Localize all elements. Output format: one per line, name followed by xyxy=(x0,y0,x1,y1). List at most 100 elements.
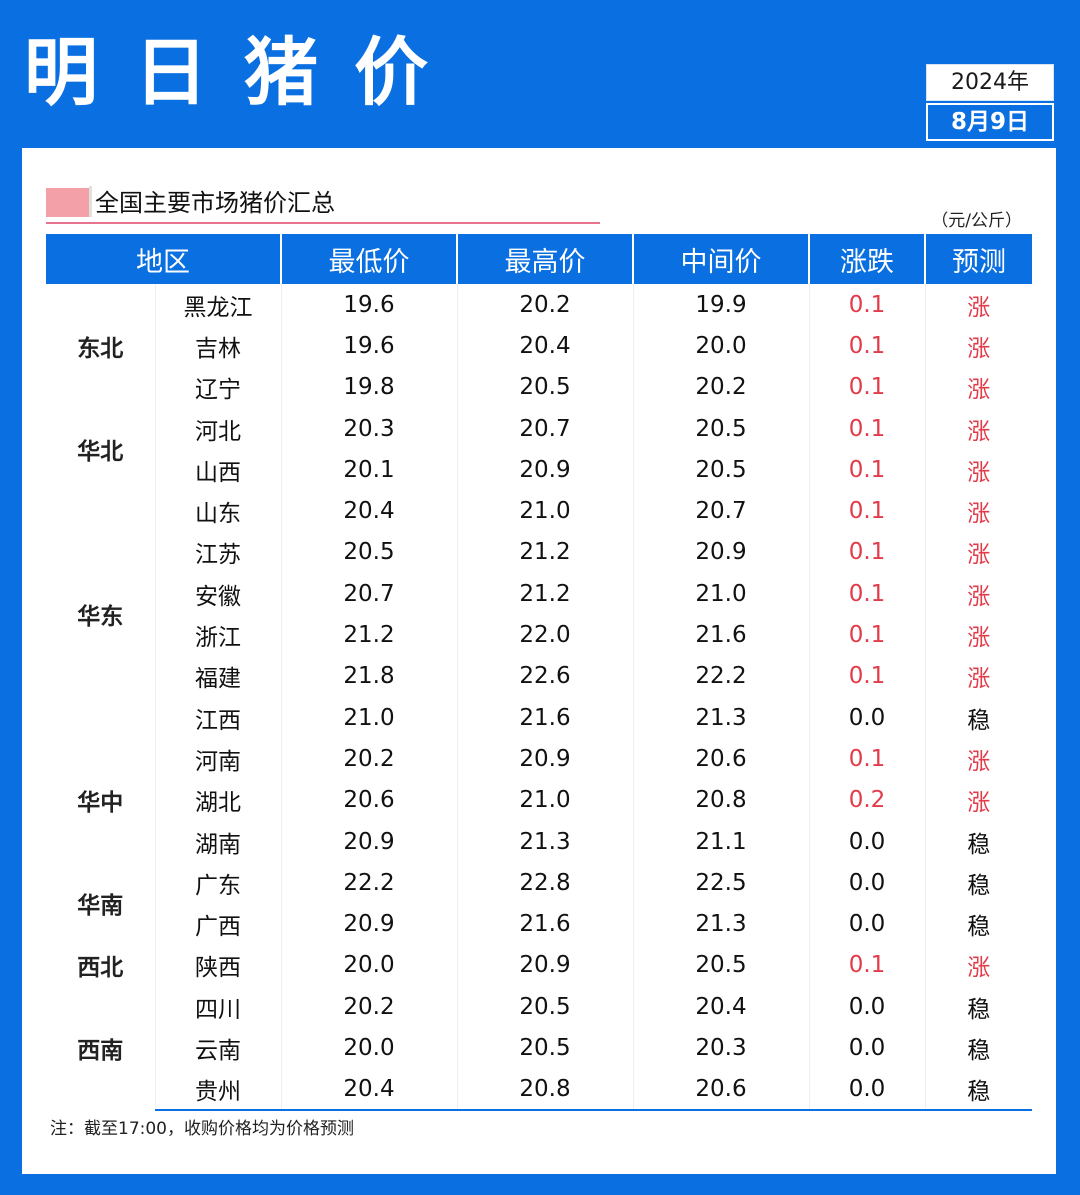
region-cell: 华南 xyxy=(46,862,156,945)
change-cell: 0.0 xyxy=(809,1068,926,1111)
unit-label: （元/公斤） xyxy=(931,211,1022,231)
mid-price-cell: 19.9 xyxy=(633,284,810,326)
forecast-cell: 涨 xyxy=(967,666,991,693)
table-row: 江苏 20.5 21.2 20.9 0.1 涨 xyxy=(46,531,1032,574)
province-cell: 黑龙江 xyxy=(155,284,282,326)
low-price-cell: 19.6 xyxy=(281,325,458,367)
low-price-cell: 20.0 xyxy=(281,944,458,987)
date-box: 2024年 8月9日 xyxy=(926,64,1054,141)
low-price-cell: 22.2 xyxy=(281,862,458,904)
header-forecast: 预测 xyxy=(925,234,1032,284)
mid-price-cell: 20.6 xyxy=(633,1068,810,1111)
price-table: 地区 最低价 最高价 中间价 涨跌 预测 东北 黑龙江 19.6 20.2 19.9 0.… xyxy=(46,234,1032,1111)
low-price-cell: 20.9 xyxy=(281,903,458,945)
table-body: 东北 黑龙江 19.6 20.2 19.9 0.1 涨吉林 19.6 20.4 20.0 0.1 涨辽… xyxy=(46,284,1032,1111)
change-cell: 0.0 xyxy=(809,696,926,739)
low-price-cell: 20.7 xyxy=(281,573,458,615)
forecast-cell: 稳 xyxy=(967,707,991,734)
change-cell: 0.1 xyxy=(809,738,926,780)
change-cell: 0.2 xyxy=(809,779,926,821)
high-price-cell: 21.0 xyxy=(457,490,634,532)
low-price-cell: 21.8 xyxy=(281,655,458,697)
change-cell: 0.0 xyxy=(809,1027,926,1069)
province-cell: 安徽 xyxy=(155,573,282,615)
table-row: 安徽 20.7 21.2 21.0 0.1 涨 xyxy=(46,573,1032,615)
low-price-cell: 20.3 xyxy=(281,407,458,450)
high-price-cell: 22.8 xyxy=(457,862,634,904)
table-row: 东北 黑龙江 19.6 20.2 19.9 0.1 涨 xyxy=(46,284,1032,408)
change-cell: 0.0 xyxy=(809,862,926,904)
high-price-cell: 20.4 xyxy=(457,325,634,367)
page-title: 明日猪价 xyxy=(24,28,464,118)
mid-price-cell: 22.2 xyxy=(633,655,810,697)
change-cell: 0.1 xyxy=(809,573,926,615)
low-price-cell: 20.1 xyxy=(281,449,458,491)
mid-price-cell: 20.3 xyxy=(633,1027,810,1069)
high-price-cell: 21.6 xyxy=(457,696,634,739)
high-price-cell: 22.6 xyxy=(457,655,634,697)
table-row: 西北 陕西 20.0 20.9 20.5 0.1 涨 xyxy=(46,944,1032,987)
header-region: 地区 xyxy=(46,234,282,284)
province-cell: 湖北 xyxy=(155,779,282,821)
high-price-cell: 20.8 xyxy=(457,1068,634,1111)
mid-price-cell: 21.1 xyxy=(633,820,810,863)
low-price-cell: 20.2 xyxy=(281,738,458,780)
table-row: 西南 四川 20.2 20.5 20.4 0.0 稳 xyxy=(46,986,1032,1110)
low-price-cell: 21.0 xyxy=(281,696,458,739)
content-card: 全国主要市场猪价汇总 （元/公斤） 地区 最低价 最高价 中间价 涨跌 预测 东… xyxy=(22,148,1056,1174)
mid-price-cell: 20.5 xyxy=(633,407,810,450)
change-cell: 0.1 xyxy=(809,407,926,450)
province-cell: 贵州 xyxy=(155,1068,282,1111)
table-row: 贵州 20.4 20.8 20.6 0.0 稳 xyxy=(46,1068,1032,1111)
forecast-cell: 涨 xyxy=(967,955,991,982)
forecast-cell: 稳 xyxy=(967,831,991,858)
mid-price-cell: 20.6 xyxy=(633,738,810,780)
table-row: 湖北 20.6 21.0 20.8 0.2 涨 xyxy=(46,779,1032,821)
forecast-cell: 涨 xyxy=(967,377,991,404)
high-price-cell: 20.5 xyxy=(457,366,634,408)
province-cell: 陕西 xyxy=(155,944,282,987)
high-price-cell: 20.7 xyxy=(457,407,634,450)
high-price-cell: 22.0 xyxy=(457,614,634,656)
mid-price-cell: 21.3 xyxy=(633,696,810,739)
region-cell: 华东 xyxy=(46,490,156,739)
region-cell: 西南 xyxy=(46,986,156,1110)
mid-price-cell: 20.8 xyxy=(633,779,810,821)
forecast-cell: 涨 xyxy=(967,625,991,652)
forecast-cell: 稳 xyxy=(967,872,991,899)
high-price-cell: 20.5 xyxy=(457,1027,634,1069)
date-year: 2024年 xyxy=(926,64,1054,101)
mid-price-cell: 21.6 xyxy=(633,614,810,656)
forecast-cell: 涨 xyxy=(967,501,991,528)
header-mid: 中间价 xyxy=(633,234,810,284)
province-cell: 河南 xyxy=(155,738,282,780)
region-cell: 华中 xyxy=(46,738,156,863)
low-price-cell: 20.0 xyxy=(281,1027,458,1069)
province-cell: 江苏 xyxy=(155,531,282,574)
table-row: 华北 河北 20.3 20.7 20.5 0.1 涨 xyxy=(46,407,1032,491)
change-cell: 0.1 xyxy=(809,284,926,326)
section-title: 全国主要市场猪价汇总 xyxy=(95,189,335,217)
forecast-cell: 稳 xyxy=(967,996,991,1023)
change-cell: 0.0 xyxy=(809,986,926,1028)
table-row: 吉林 19.6 20.4 20.0 0.1 涨 xyxy=(46,325,1032,367)
province-cell: 广西 xyxy=(155,903,282,945)
forecast-cell: 稳 xyxy=(925,1068,1032,1111)
region-cell: 西北 xyxy=(46,944,156,987)
forecast-cell: 稳 xyxy=(967,1037,991,1064)
mid-price-cell: 21.3 xyxy=(633,903,810,945)
region-cell: 东北 xyxy=(46,284,156,408)
change-cell: 0.1 xyxy=(809,614,926,656)
high-price-cell: 20.9 xyxy=(457,738,634,780)
title-char: 明 xyxy=(24,30,98,116)
high-price-cell: 21.2 xyxy=(457,531,634,574)
province-cell: 浙江 xyxy=(155,614,282,656)
low-price-cell: 19.8 xyxy=(281,366,458,408)
low-price-cell: 20.4 xyxy=(281,490,458,532)
province-cell: 云南 xyxy=(155,1027,282,1069)
mid-price-cell: 20.4 xyxy=(633,986,810,1028)
province-cell: 山西 xyxy=(155,449,282,491)
change-cell: 0.1 xyxy=(809,531,926,574)
header-low: 最低价 xyxy=(281,234,458,284)
table-row: 华南 广东 22.2 22.8 22.5 0.0 稳 xyxy=(46,862,1032,945)
